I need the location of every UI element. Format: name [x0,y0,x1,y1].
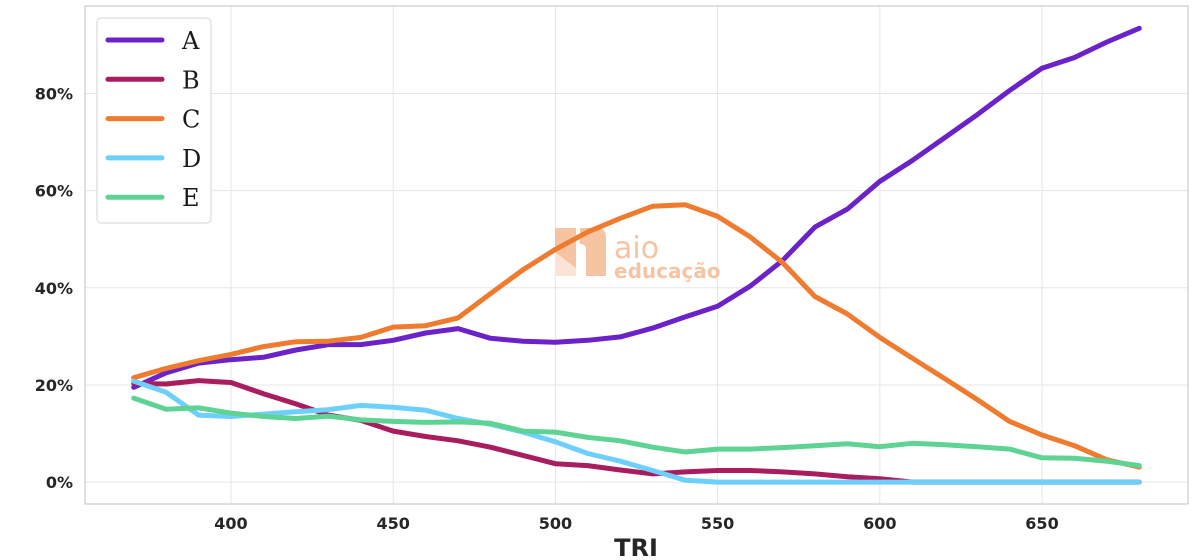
series-line-e [131,395,1142,469]
watermark-logo-arch-icon [580,228,606,276]
y-tick-label: 40% [35,279,73,298]
plot-background [85,6,1188,504]
x-tick-label: 450 [376,514,409,533]
legend-label-a: A [181,27,200,55]
watermark-text-educacao: educação [614,259,721,283]
x-axis-title: TRI [614,534,658,560]
plot-frame [84,5,1189,505]
x-tick-label: 400 [214,514,247,533]
y-axis-ticks: 0% 20% 40% 60% 80% [35,84,73,492]
legend-label-c: C [182,106,200,134]
legend-label-b: B [182,66,200,94]
legend-label-d: D [182,145,201,173]
series-line-c [131,202,1142,470]
watermark-logo: aio educação [555,228,721,283]
y-tick-label: 20% [35,376,73,395]
x-tick-label: 550 [701,514,734,533]
legend-label-e: E [182,184,200,212]
x-tick-label: 600 [863,514,896,533]
series-lines [131,25,1142,485]
y-tick-label: 80% [35,84,73,103]
series-line-a [131,25,1142,390]
x-tick-label: 500 [539,514,572,533]
y-tick-label: 0% [46,473,73,492]
watermark-logo-cut-icon [555,252,586,276]
series-line-d [131,378,1142,485]
x-axis-ticks: 400 450 500 550 600 650 [214,514,1058,533]
watermark-text-aio: aio [614,231,659,266]
x-tick-label: 650 [1025,514,1058,533]
y-tick-label: 60% [35,182,73,201]
